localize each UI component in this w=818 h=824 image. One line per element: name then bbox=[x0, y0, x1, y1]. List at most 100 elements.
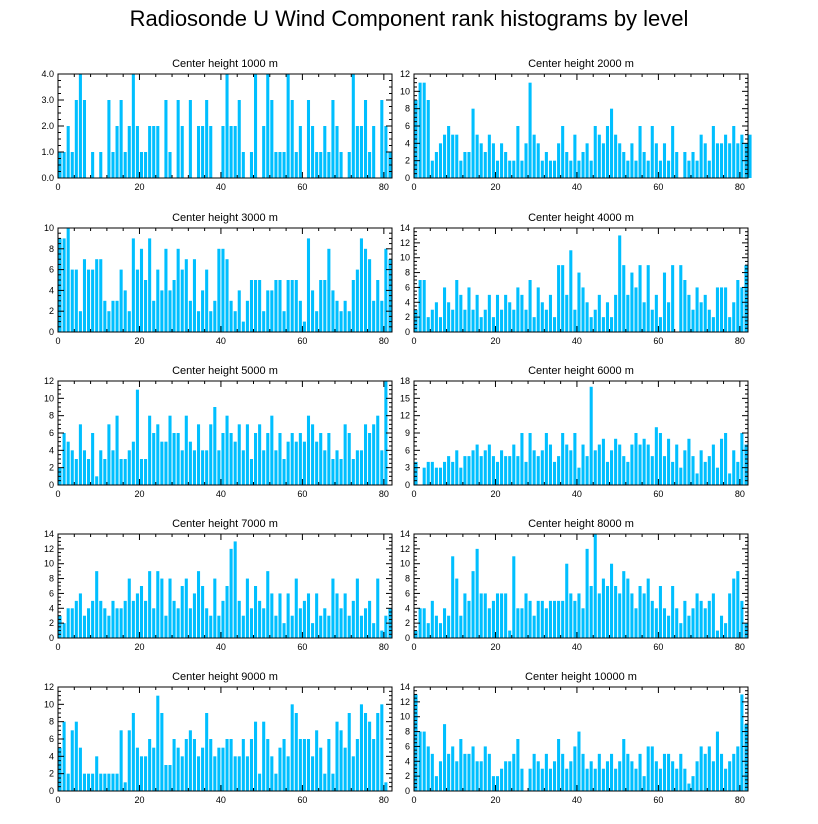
y-tick-label: 0 bbox=[405, 633, 410, 643]
histogram-bar bbox=[107, 773, 111, 791]
histogram-bar bbox=[504, 593, 508, 638]
histogram-bar bbox=[528, 768, 532, 791]
histogram-bar bbox=[168, 290, 172, 332]
histogram-bar bbox=[475, 294, 479, 332]
y-tick-label: 10 bbox=[400, 253, 410, 263]
x-tick-label: 20 bbox=[134, 642, 144, 652]
histogram-bar bbox=[589, 160, 593, 178]
histogram-bar bbox=[467, 600, 471, 638]
histogram-bar bbox=[294, 578, 298, 638]
histogram-bar bbox=[184, 259, 188, 332]
histogram-bar bbox=[78, 311, 82, 332]
histogram-bar bbox=[695, 761, 699, 791]
histogram-bar bbox=[160, 290, 164, 332]
histogram-bar bbox=[589, 761, 593, 791]
y-tick-label: 8 bbox=[405, 268, 410, 278]
histogram-bar bbox=[148, 571, 152, 638]
x-tick-label: 20 bbox=[490, 642, 500, 652]
histogram-bar bbox=[520, 768, 524, 791]
histogram-bar bbox=[438, 467, 443, 485]
histogram-bar bbox=[459, 467, 463, 485]
x-tick-label: 60 bbox=[653, 795, 663, 805]
histogram-bar bbox=[573, 134, 577, 178]
histogram-bar bbox=[111, 300, 115, 332]
x-tick-label: 40 bbox=[216, 489, 226, 499]
histogram-bar bbox=[119, 269, 123, 332]
histogram-bar bbox=[245, 578, 249, 638]
histogram-bar bbox=[540, 450, 544, 485]
histogram-bar bbox=[99, 600, 103, 638]
histogram-bar bbox=[209, 311, 213, 332]
histogram-bar bbox=[548, 160, 552, 178]
histogram-bar bbox=[139, 152, 144, 178]
histogram-bar bbox=[528, 82, 532, 178]
y-tick-label: 4 bbox=[405, 603, 410, 613]
histogram-bar bbox=[262, 608, 266, 638]
y-tick-label: 4 bbox=[49, 285, 54, 295]
histogram-bar bbox=[626, 294, 630, 332]
histogram-bar bbox=[327, 248, 331, 332]
histogram-bar bbox=[258, 280, 262, 332]
histogram-bar bbox=[331, 100, 335, 178]
histogram-bar bbox=[103, 608, 107, 638]
histogram-bar bbox=[610, 450, 614, 485]
histogram-bar bbox=[638, 753, 642, 791]
histogram-bar bbox=[249, 152, 254, 178]
histogram-bar bbox=[528, 433, 532, 485]
histogram-bar bbox=[87, 459, 91, 485]
x-tick-label: 20 bbox=[490, 489, 500, 499]
histogram-bar bbox=[286, 441, 290, 485]
histogram-bar bbox=[593, 768, 597, 791]
histogram-bar bbox=[229, 126, 233, 178]
histogram-bar bbox=[683, 450, 687, 485]
histogram-bar bbox=[483, 152, 487, 178]
histogram-bar bbox=[213, 756, 217, 791]
histogram-bar bbox=[662, 272, 667, 332]
histogram-bar bbox=[274, 152, 278, 178]
histogram-bar bbox=[217, 615, 221, 638]
histogram-bar bbox=[662, 608, 667, 638]
histogram-bar bbox=[237, 100, 241, 178]
histogram-bar bbox=[430, 309, 434, 332]
histogram-bar bbox=[618, 444, 622, 485]
histogram-bar bbox=[70, 730, 74, 791]
histogram-bar bbox=[70, 608, 74, 638]
histogram-bar bbox=[95, 476, 99, 485]
histogram-bar bbox=[447, 753, 451, 791]
y-tick-label: 4.0 bbox=[41, 69, 54, 79]
histogram-bar bbox=[561, 753, 565, 791]
histogram-bar bbox=[274, 615, 278, 638]
y-tick-label: 10 bbox=[400, 559, 410, 569]
histogram-bar bbox=[593, 450, 597, 485]
histogram-bar bbox=[451, 556, 455, 638]
histogram-bar bbox=[744, 444, 748, 485]
histogram-bar bbox=[62, 238, 66, 332]
histogram-bar bbox=[516, 287, 520, 332]
histogram-bar bbox=[679, 623, 683, 638]
histogram-bar bbox=[724, 768, 728, 791]
histogram-bar bbox=[335, 300, 339, 332]
histogram-bar bbox=[630, 593, 634, 638]
histogram-bar bbox=[298, 739, 302, 791]
histogram-bar bbox=[642, 152, 646, 178]
histogram-bar bbox=[715, 143, 719, 178]
histogram-bar bbox=[160, 441, 164, 485]
histogram-bar bbox=[724, 134, 728, 178]
x-tick-label: 60 bbox=[297, 642, 307, 652]
histogram-bar bbox=[736, 461, 740, 485]
histogram-bar bbox=[278, 593, 282, 638]
histogram-bar bbox=[298, 608, 302, 638]
histogram-bar bbox=[139, 756, 144, 791]
histogram-bar bbox=[508, 456, 512, 485]
histogram-bar bbox=[724, 623, 728, 638]
histogram-bar bbox=[201, 126, 205, 178]
histogram-bar bbox=[107, 615, 111, 638]
histogram-bar bbox=[363, 424, 368, 485]
histogram-bar bbox=[443, 724, 447, 791]
y-tick-label: 10 bbox=[44, 559, 54, 569]
histogram-bar bbox=[266, 290, 270, 332]
histogram-bar bbox=[736, 280, 740, 332]
histogram-bar bbox=[500, 143, 504, 178]
histogram-bar bbox=[355, 126, 359, 178]
